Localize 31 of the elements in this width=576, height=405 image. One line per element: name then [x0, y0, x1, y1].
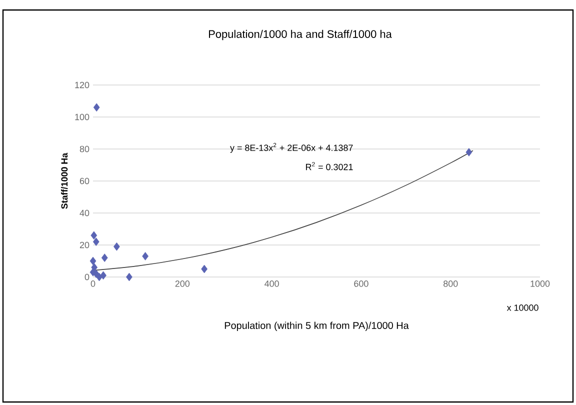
y-tick-label: 0: [84, 274, 90, 280]
point: [90, 256, 96, 266]
point: [100, 271, 106, 280]
chart-title: Population/1000 ha and Staff/1000 ha: [209, 30, 392, 40]
point: [201, 264, 208, 274]
point: [93, 103, 100, 112]
x-tick-label: 200: [175, 280, 190, 287]
point: [90, 268, 96, 276]
y-tick-label: 40: [80, 210, 90, 216]
point: [126, 272, 132, 282]
x-tick-label: 1000: [530, 280, 550, 287]
y-tick-label: 120: [75, 82, 90, 88]
y-tick-label: 60: [80, 178, 90, 184]
point: [142, 252, 148, 260]
x-tick-label: 800: [444, 280, 458, 287]
x-tick-label: 600: [354, 280, 368, 287]
y-tick-label: 100: [75, 114, 90, 120]
point: [92, 238, 100, 246]
x-axis-title: Population (within 5 km from PA)/1000 Ha: [224, 322, 409, 331]
y-tick-label: 80: [80, 146, 90, 152]
annotation: R$^{2}$ = 0.3021: [306, 162, 353, 170]
point: [466, 148, 472, 156]
annotation: y = 8E-13x$^{2}$ + 2E-06x + 4.1387: [230, 142, 353, 153]
y-tick-label: 20: [80, 242, 90, 248]
y-axis-title: Staff/1000 Ha: [61, 152, 68, 209]
x-tick-label: 0: [90, 280, 96, 287]
text: x 10000: [506, 304, 538, 311]
x-tick-label: 400: [264, 280, 279, 287]
point: [101, 254, 108, 262]
point: [114, 242, 120, 251]
point: [90, 231, 98, 240]
